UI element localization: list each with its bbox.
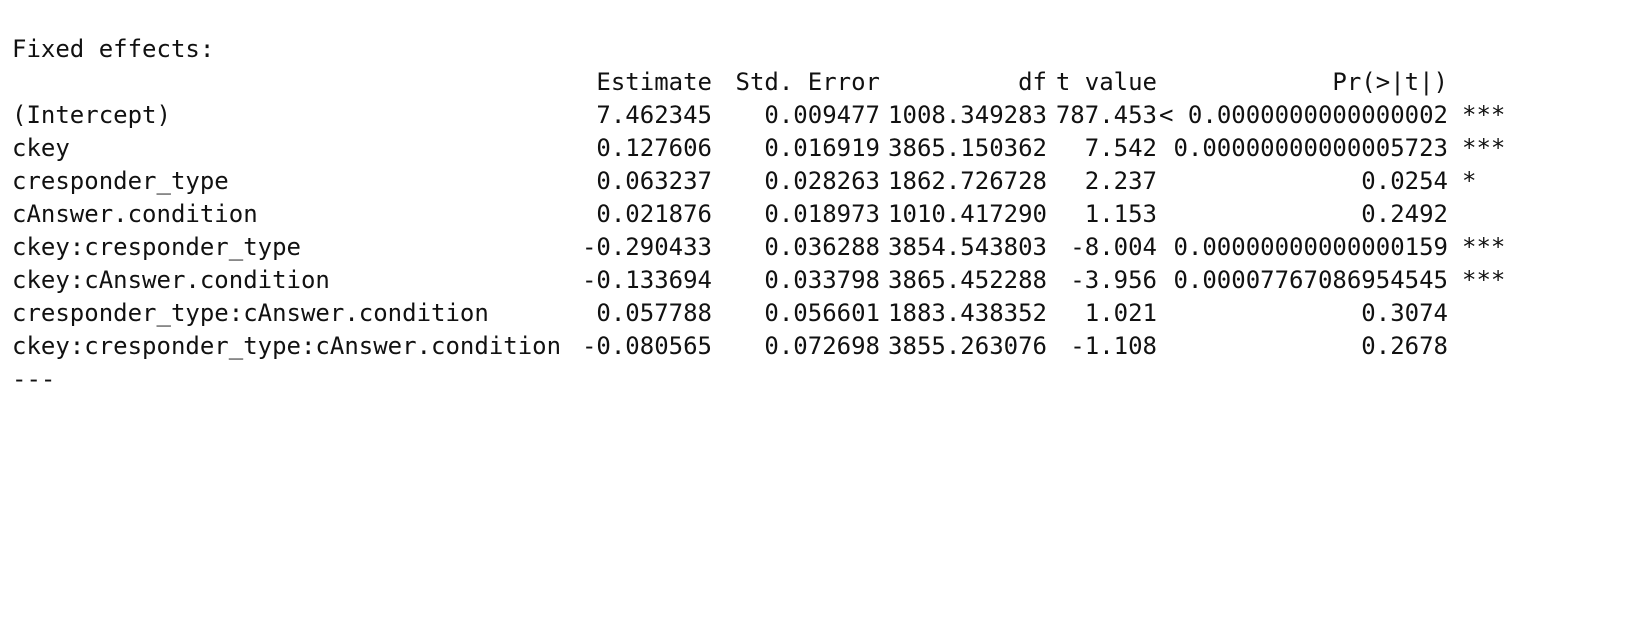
std-error-value: 0.033798 xyxy=(764,266,880,294)
p-value: < 0.0000000000000002 xyxy=(1159,101,1448,129)
p-value: 0.00007767086954545 xyxy=(1173,266,1448,294)
table-row: ckey 0.127606 0.016919 3865.150362 7.542… xyxy=(12,132,1612,165)
term-name: ckey:cAnswer.condition xyxy=(12,266,330,294)
std-error-value: 0.072698 xyxy=(764,332,880,360)
table-row: ckey:cresponder_type -0.290433 0.036288 … xyxy=(12,231,1612,264)
t-value: -3.956 xyxy=(1070,266,1157,294)
table-row: cresponder_type 0.063237 0.028263 1862.7… xyxy=(12,165,1612,198)
df-value: 3855.263076 xyxy=(888,332,1047,360)
fixed-effects-title: Fixed effects: xyxy=(12,35,215,63)
p-value: 0.2678 xyxy=(1361,332,1448,360)
p-value: 0.2492 xyxy=(1361,200,1448,228)
estimate-value: 0.057788 xyxy=(596,299,712,327)
header-t-value: t value xyxy=(1055,68,1157,96)
std-error-value: 0.016919 xyxy=(764,134,880,162)
estimate-value: 0.063237 xyxy=(596,167,712,195)
p-value: 0.0254 xyxy=(1361,167,1448,195)
significance-stars: *** xyxy=(1462,233,1506,261)
p-value: 0.3074 xyxy=(1361,299,1448,327)
term-name: cresponder_type xyxy=(12,167,229,195)
df-value: 1008.349283 xyxy=(888,101,1047,129)
t-value: 7.542 xyxy=(1084,134,1157,162)
significance-stars: *** xyxy=(1462,266,1506,294)
df-value: 3854.543803 xyxy=(888,233,1047,261)
significance-stars: *** xyxy=(1462,101,1506,129)
significance-stars: *** xyxy=(1462,134,1506,162)
estimate-value: -0.290433 xyxy=(581,233,712,261)
term-name: ckey:cresponder_type xyxy=(12,233,301,261)
header-std-error: Std. Error xyxy=(735,68,881,96)
fixed-effects-title-line: Fixed effects: xyxy=(12,33,1612,66)
table-row: (Intercept) 7.462345 0.009477 1008.34928… xyxy=(12,99,1612,132)
term-name: ckey:cresponder_type:cAnswer.condition xyxy=(12,332,562,360)
estimate-value: -0.133694 xyxy=(581,266,712,294)
term-name: (Intercept) xyxy=(12,101,171,129)
t-value: -1.108 xyxy=(1070,332,1157,360)
df-value: 3865.452288 xyxy=(888,266,1047,294)
table-row: ckey:cresponder_type:cAnswer.condition -… xyxy=(12,330,1612,363)
t-value: 787.453 xyxy=(1055,101,1157,129)
table-row: cAnswer.condition 0.021876 0.018973 1010… xyxy=(12,198,1612,231)
df-value: 1010.417290 xyxy=(888,200,1047,228)
std-error-value: 0.018973 xyxy=(764,200,880,228)
separator-line: --- xyxy=(12,363,1612,396)
std-error-value: 0.036288 xyxy=(764,233,880,261)
df-value: 1883.438352 xyxy=(888,299,1047,327)
p-value: 0.00000000000000159 xyxy=(1173,233,1448,261)
t-value: 2.237 xyxy=(1084,167,1157,195)
term-name: ckey xyxy=(12,134,70,162)
significance-stars: * xyxy=(1462,167,1477,195)
t-value: 1.021 xyxy=(1084,299,1157,327)
separator: --- xyxy=(12,365,56,393)
std-error-value: 0.056601 xyxy=(764,299,880,327)
table-row: ckey:cAnswer.condition -0.133694 0.03379… xyxy=(12,264,1612,297)
term-name: cAnswer.condition xyxy=(12,200,258,228)
estimate-value: 7.462345 xyxy=(596,101,712,129)
console-output: Fixed effects: Estimate Std. Error df t … xyxy=(12,33,1612,396)
df-value: 1862.726728 xyxy=(888,167,1047,195)
estimate-value: 0.127606 xyxy=(596,134,712,162)
header-df: df xyxy=(1018,68,1047,96)
t-value: 1.153 xyxy=(1084,200,1157,228)
table-row: cresponder_type:cAnswer.condition 0.0577… xyxy=(12,297,1612,330)
estimate-value: -0.080565 xyxy=(581,332,712,360)
table-header-row: Estimate Std. Error df t value Pr(>|t|) xyxy=(12,66,1612,99)
t-value: -8.004 xyxy=(1070,233,1157,261)
header-p-value: Pr(>|t|) xyxy=(1332,68,1448,96)
p-value: 0.00000000000005723 xyxy=(1173,134,1448,162)
term-name: cresponder_type:cAnswer.condition xyxy=(12,299,489,327)
header-estimate: Estimate xyxy=(596,68,712,96)
std-error-value: 0.009477 xyxy=(764,101,880,129)
estimate-value: 0.021876 xyxy=(596,200,712,228)
std-error-value: 0.028263 xyxy=(764,167,880,195)
df-value: 3865.150362 xyxy=(888,134,1047,162)
